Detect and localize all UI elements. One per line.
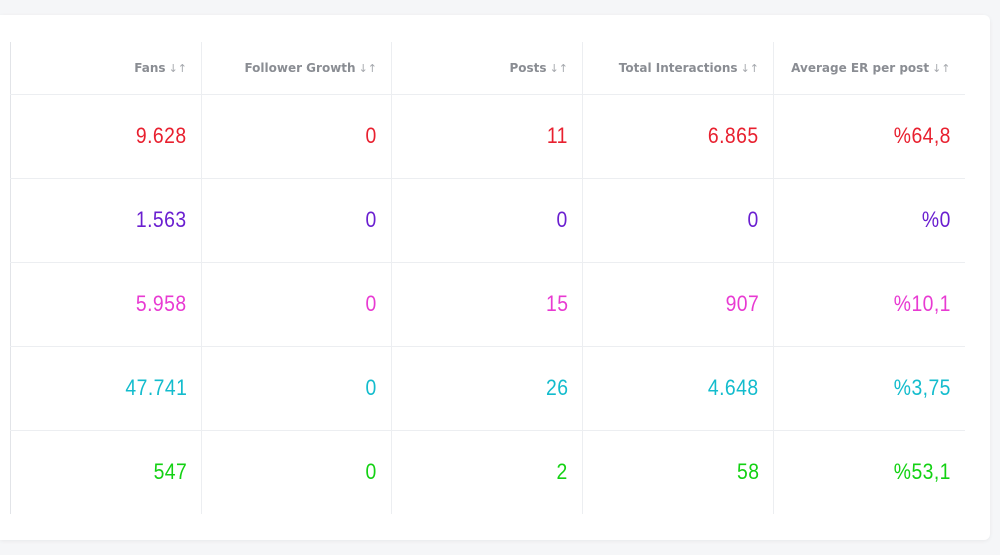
cell-fans: 9.628 (10, 94, 202, 179)
cell-average-er: %10,1 (773, 262, 965, 347)
cell-average-er: %3,75 (773, 346, 965, 431)
column-header-total-interactions[interactable]: Total Interactions ↓↑ (582, 42, 774, 95)
stats-table: Fans ↓↑ Follower Growth ↓↑ Posts ↓↑ Total I… (10, 42, 965, 514)
table-row: 9.628 0 11 6.865 %64,8 (10, 94, 965, 179)
cell-total-interactions: 58 (582, 430, 774, 514)
cell-total-interactions: 0 (582, 178, 774, 263)
cell-average-er: %0 (773, 178, 965, 263)
cell-average-er: %64,8 (773, 94, 965, 179)
cell-fans: 1.563 (10, 178, 202, 263)
sort-icon[interactable]: ↓↑ (932, 61, 951, 75)
cell-posts: 11 (391, 94, 583, 179)
sort-icon[interactable]: ↓↑ (549, 61, 568, 75)
cell-follower-growth: 0 (201, 94, 392, 179)
cell-average-er: %53,1 (773, 430, 965, 514)
cell-posts: 26 (391, 346, 583, 431)
cell-fans: 47.741 (10, 346, 202, 431)
table-row: 1.563 0 0 0 %0 (10, 178, 965, 263)
cell-follower-growth: 0 (201, 262, 392, 347)
cell-fans: 5.958 (10, 262, 202, 347)
cell-total-interactions: 4.648 (582, 346, 774, 431)
sort-icon[interactable]: ↓↑ (358, 61, 377, 75)
column-header-posts[interactable]: Posts ↓↑ (391, 42, 583, 95)
column-header-average-er[interactable]: Average ER per post ↓↑ (773, 42, 965, 95)
cell-follower-growth: 0 (201, 346, 392, 431)
stats-card: Fans ↓↑ Follower Growth ↓↑ Posts ↓↑ Total I… (0, 15, 990, 540)
column-header-fans[interactable]: Fans ↓↑ (10, 42, 202, 95)
cell-posts: 0 (391, 178, 583, 263)
sort-icon[interactable]: ↓↑ (168, 61, 187, 75)
cell-follower-growth: 0 (201, 430, 392, 514)
cell-total-interactions: 6.865 (582, 94, 774, 179)
column-header-follower-growth[interactable]: Follower Growth ↓↑ (201, 42, 392, 95)
cell-total-interactions: 907 (582, 262, 774, 347)
sort-icon[interactable]: ↓↑ (740, 61, 759, 75)
table-row: 5.958 0 15 907 %10,1 (10, 262, 965, 347)
cell-posts: 15 (391, 262, 583, 347)
cell-fans: 547 (10, 430, 202, 514)
cell-follower-growth: 0 (201, 178, 392, 263)
cell-posts: 2 (391, 430, 583, 514)
table-header-row: Fans ↓↑ Follower Growth ↓↑ Posts ↓↑ Total I… (10, 42, 965, 95)
table-row: 547 0 2 58 %53,1 (10, 430, 965, 514)
table-row: 47.741 0 26 4.648 %3,75 (10, 346, 965, 431)
